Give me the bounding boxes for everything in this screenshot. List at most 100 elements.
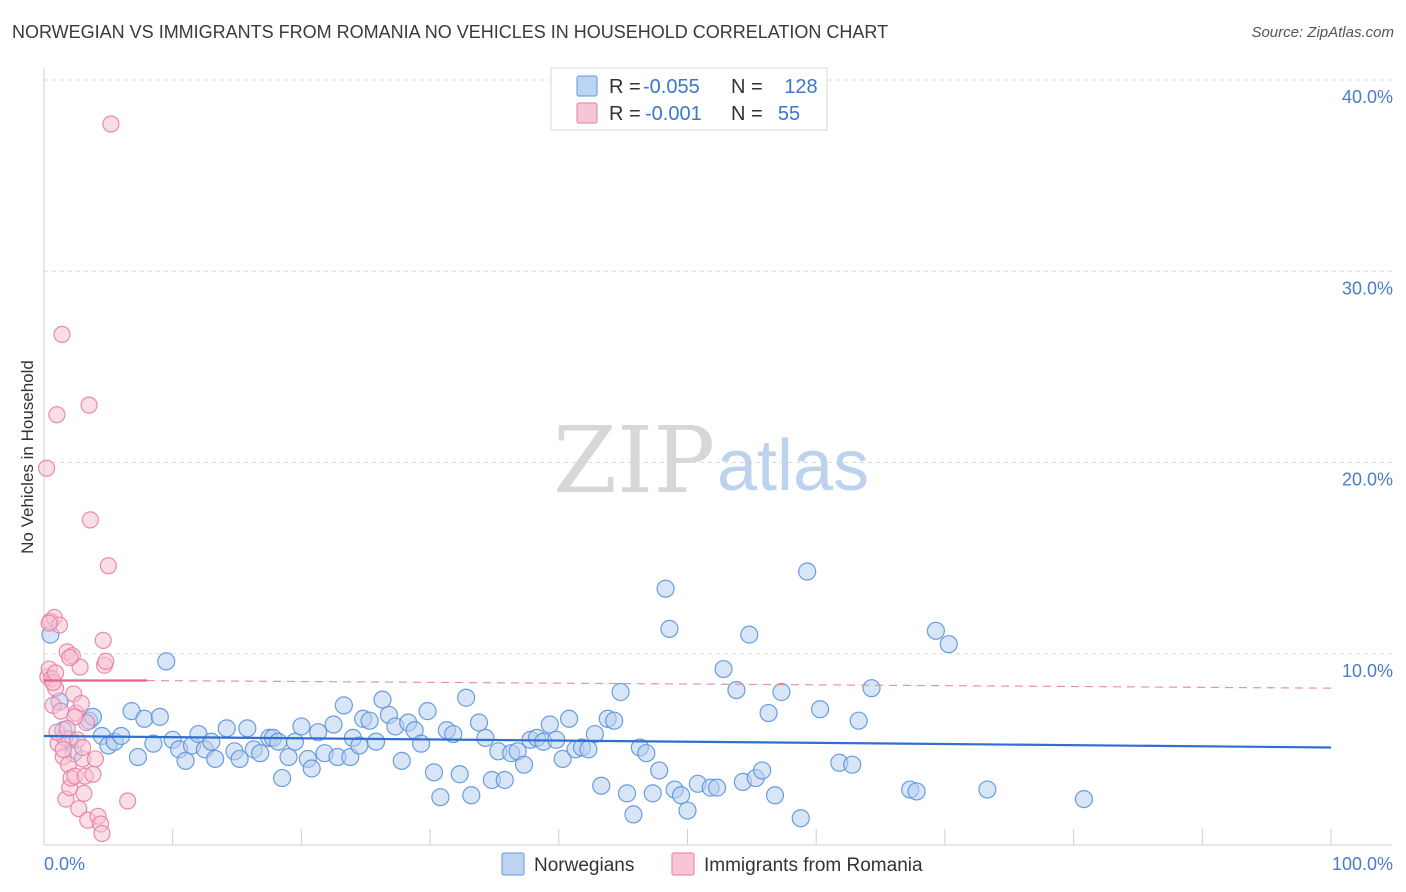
norwegians-point (334, 696, 353, 715)
norwegians-point (476, 728, 495, 748)
norwegians-point (798, 562, 817, 581)
bottom-legend-swatch-norwegians (501, 852, 525, 876)
norwegians-point (292, 717, 311, 736)
norwegians-point (450, 765, 469, 784)
legend-n-label: N = (731, 76, 763, 98)
norwegians-point (150, 707, 169, 726)
y-tick-label: 30.0% (1342, 278, 1393, 298)
gridlines (44, 79, 1392, 655)
norwegians-point (324, 715, 343, 734)
x-tick-label-min: 0.0% (44, 854, 85, 874)
norwegians-point (753, 761, 772, 780)
bottom-legend-label-romania: Immigrants from Romania (704, 855, 923, 876)
romania-point (61, 648, 79, 667)
norwegians-point (759, 703, 778, 723)
norwegians-point (650, 761, 669, 780)
norwegians-point (939, 635, 958, 654)
watermark-zip: ZIP (553, 407, 715, 514)
bottom-legend-label-norwegians: Norwegians (534, 855, 634, 876)
romania-point (93, 824, 111, 843)
norwegians-point (144, 734, 163, 753)
norwegians-point (514, 755, 534, 774)
norwegians-point (373, 690, 392, 709)
romania-point (46, 664, 65, 682)
correlation-legend: R = -0.055 N = 128 R = -0.001 N = 55 (550, 67, 828, 131)
norwegians-point (656, 579, 675, 598)
legend-swatch-romania (576, 102, 598, 124)
romania-point (102, 115, 120, 133)
romania-point (53, 325, 71, 343)
norwegians-trend-line (43, 734, 1332, 749)
norwegians-point (238, 719, 257, 738)
norwegians-point (360, 711, 379, 730)
norwegians-point (605, 711, 624, 730)
romania-point (80, 396, 98, 414)
norwegians-point (272, 768, 292, 788)
norwegians-point (862, 679, 881, 698)
romania-point (99, 557, 117, 575)
legend-r-value-norwegians: -0.055 (643, 76, 700, 98)
norwegians-point (978, 780, 997, 799)
norwegians-point (617, 784, 637, 803)
norwegians-point (585, 724, 604, 744)
norwegians-point (843, 755, 862, 774)
romania-point (84, 765, 102, 783)
norwegians-point (772, 682, 791, 702)
norwegians-point (611, 682, 630, 702)
norwegians-point (810, 700, 830, 719)
romania-trend-extension (146, 679, 1332, 689)
norwegians-point (643, 784, 662, 803)
romania-point (119, 792, 137, 810)
norwegians-point (660, 619, 679, 638)
legend-n-value-norwegians: 128 (784, 76, 817, 98)
norwegians-point (217, 719, 236, 738)
norwegians-point (392, 751, 411, 770)
norwegians-point (926, 621, 945, 640)
norwegians-point (579, 740, 598, 759)
axes (43, 68, 1392, 846)
norwegians-point (444, 724, 463, 744)
norwegians-point (366, 732, 386, 751)
chart-title: NORWEGIAN VS IMMIGRANTS FROM ROMANIA NO … (12, 22, 889, 42)
romania-point (54, 740, 72, 758)
y-axis-title: No Vehicles in Household (18, 360, 37, 554)
y-tick-label: 10.0% (1342, 661, 1393, 681)
norwegians-point (302, 759, 321, 778)
norwegians-point (279, 747, 298, 767)
norwegians-point (849, 711, 868, 730)
romania-point (70, 800, 88, 818)
norwegians-point (907, 782, 926, 801)
norwegians-point (553, 749, 572, 769)
x-tick-label-max: 100.0% (1332, 854, 1393, 874)
norwegians-point (540, 715, 559, 734)
y-tick-labels: 10.0% 20.0% 30.0% 40.0% (1342, 87, 1393, 681)
norwegians-point (624, 805, 643, 824)
romania-point (48, 406, 66, 424)
trend-lines (43, 679, 1332, 749)
romania-points (37, 115, 137, 843)
y-tick-label: 40.0% (1342, 87, 1393, 107)
norwegians-point (592, 776, 611, 795)
norwegians-point (202, 732, 221, 751)
norwegians-points (41, 562, 1093, 828)
bottom-legend-swatch-romania (671, 852, 695, 876)
romania-point (94, 631, 112, 649)
romania-point (74, 738, 92, 757)
norwegians-point (740, 625, 759, 644)
norwegians-point (418, 702, 437, 721)
norwegians-point (765, 786, 785, 805)
norwegians-point (309, 723, 328, 742)
norwegians-point (285, 732, 305, 751)
romania-point (75, 784, 93, 802)
norwegians-point (269, 732, 288, 751)
legend-n-label: N = (731, 103, 763, 125)
norwegians-point (469, 713, 489, 732)
norwegians-point (637, 744, 656, 763)
norwegians-point (230, 749, 249, 769)
watermark-atlas: atlas (717, 426, 869, 506)
norwegians-point (708, 778, 727, 797)
legend-r-label: R = (609, 103, 641, 125)
norwegians-point (727, 680, 746, 700)
legend-r-value-romania: -0.001 (645, 103, 702, 125)
